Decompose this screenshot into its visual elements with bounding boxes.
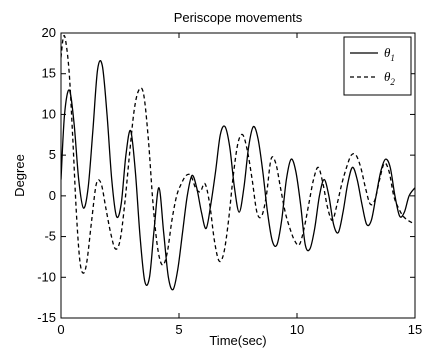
x-tick-label: 0 [57, 322, 64, 337]
legend-symbol: θ [384, 45, 391, 60]
series-layer [61, 34, 415, 291]
chart-title: Periscope movements [174, 10, 303, 25]
y-axis-title: Degree [12, 154, 27, 197]
y-tick-label: 10 [42, 106, 56, 121]
legend-symbol: θ [384, 69, 391, 84]
ticks-layer: 0 5 10 15 -15 -10 -5 0 5 10 15 20 [37, 25, 422, 337]
legend-subscript: 1 [390, 53, 395, 63]
legend-label-1: θ1 [384, 45, 395, 63]
legend-box [343, 36, 412, 96]
x-axis-title: Time(sec) [209, 333, 266, 348]
y-tick-label: 20 [42, 25, 56, 40]
series-line-2 [61, 34, 415, 274]
legend-label-2: θ2 [384, 69, 395, 87]
x-tick-label: 5 [175, 322, 182, 337]
x-tick-label: 15 [408, 322, 422, 337]
series-line-1 [61, 60, 415, 291]
y-tick-label: -10 [37, 269, 56, 284]
x-tick-label: 10 [290, 322, 304, 337]
y-tick-label: -15 [37, 310, 56, 325]
y-tick-label: 15 [42, 66, 56, 81]
y-tick-label: -5 [44, 229, 56, 244]
y-tick-label: 0 [49, 188, 56, 203]
legend-subscript: 2 [390, 77, 395, 87]
y-tick-label: 5 [49, 147, 56, 162]
